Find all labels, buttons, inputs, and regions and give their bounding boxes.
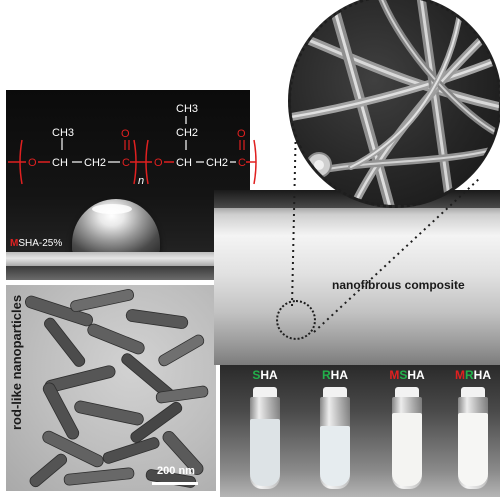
particles-label: rod-like nanoparticles xyxy=(9,294,24,430)
droplet-highlight xyxy=(92,204,132,214)
fiber-mat-edge xyxy=(6,266,250,280)
unit2-ch2: CH2 xyxy=(206,157,228,169)
vial-label-letter: S xyxy=(399,368,408,382)
vial-label-letter: R xyxy=(321,368,331,382)
vial-2 xyxy=(320,387,350,492)
vial-body xyxy=(320,397,350,489)
vial-suspension xyxy=(250,419,280,486)
vial-body xyxy=(392,397,422,489)
sample-label-rest: SHA-25% xyxy=(18,238,63,249)
unit2-o-double: O xyxy=(237,128,246,140)
vial-label-prefix: M xyxy=(389,368,400,382)
vial-label-3: MSHA xyxy=(377,368,437,382)
unit2-o: O xyxy=(154,157,163,169)
vial-label-4: MRHA xyxy=(443,368,500,382)
vial-label-prefix: M xyxy=(454,368,465,382)
vial-suspension xyxy=(458,413,488,486)
unit1-ch: CH xyxy=(52,157,68,169)
vial-cap xyxy=(461,387,485,397)
unit1-subscript: n xyxy=(138,175,144,187)
vial-body xyxy=(458,397,488,489)
vial-label-letter: R xyxy=(464,368,474,382)
vial-1 xyxy=(250,387,280,492)
tem-image xyxy=(6,285,216,491)
vial-cap xyxy=(253,387,277,397)
sem-fibers xyxy=(291,0,499,205)
sample-label-prefix: M xyxy=(10,238,19,249)
vial-label-letter: S xyxy=(252,368,261,382)
vial-suspension xyxy=(320,426,350,486)
unit1-o-double: O xyxy=(121,128,130,140)
unit1-ch2: CH2 xyxy=(84,157,106,169)
vial-label-suffix: HA xyxy=(407,368,425,382)
unit2-ch2-side: CH2 xyxy=(176,127,198,139)
vial-body xyxy=(250,397,280,489)
vial-cap xyxy=(323,387,347,397)
composite-label: nanofibrous composite xyxy=(332,278,465,292)
vial-label-suffix: HA xyxy=(473,368,491,382)
zoom-target-circle xyxy=(276,300,316,340)
vial-suspension xyxy=(392,413,422,486)
unit2-ch: CH xyxy=(176,157,192,169)
unit2-c: C xyxy=(238,157,246,169)
vial-label-2: RHA xyxy=(305,368,365,382)
contact-angle-panel: O CH CH3 CH2 C O n O CH xyxy=(6,90,250,280)
fiber-mat-surface xyxy=(6,252,250,266)
unit2-bracket: m xyxy=(246,139,267,189)
rod-particles xyxy=(25,288,209,488)
vial-label-1: SHA xyxy=(235,368,295,382)
vial-4 xyxy=(458,387,488,492)
unit1-c: C xyxy=(122,157,130,169)
unit1-ch3: CH3 xyxy=(52,127,74,139)
scale-bar-text: 200 nm xyxy=(157,465,195,477)
vial-label-suffix: HA xyxy=(330,368,348,382)
chemical-structure: O CH CH3 CH2 C O n O CH xyxy=(8,103,246,187)
unit2-subscript: m xyxy=(258,177,267,189)
vial-cap xyxy=(395,387,419,397)
scale-bar-line xyxy=(152,482,198,485)
vial-label-suffix: HA xyxy=(260,368,278,382)
unit2-ch3: CH3 xyxy=(176,103,198,115)
sem-zoom-circle xyxy=(288,0,500,208)
sample-label: MSHA-25% xyxy=(10,238,62,249)
scale-bar: 200 nm xyxy=(150,465,202,487)
vial-3 xyxy=(392,387,422,492)
unit1-o: O xyxy=(28,157,37,169)
